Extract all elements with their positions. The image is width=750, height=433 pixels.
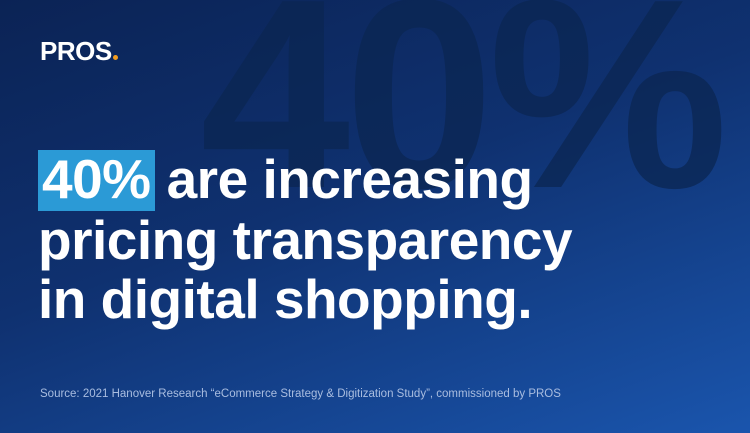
headline-line: 40% are increasing <box>38 150 572 211</box>
highlight: 40% <box>38 150 155 211</box>
logo-dot <box>112 55 118 60</box>
headline: 40% are increasing pricing transparency i… <box>38 150 573 330</box>
source-note: Source: 2021 Hanover Research “eCommerce… <box>40 388 561 400</box>
headline-line: pricing transparency <box>38 209 573 271</box>
headline-text: are increasing <box>166 148 533 210</box>
logo-text: PROS <box>40 36 112 66</box>
headline-line: in digital shopping. <box>38 268 533 330</box>
background-figure: 40% <box>200 0 728 245</box>
logo: PROS <box>40 38 118 64</box>
